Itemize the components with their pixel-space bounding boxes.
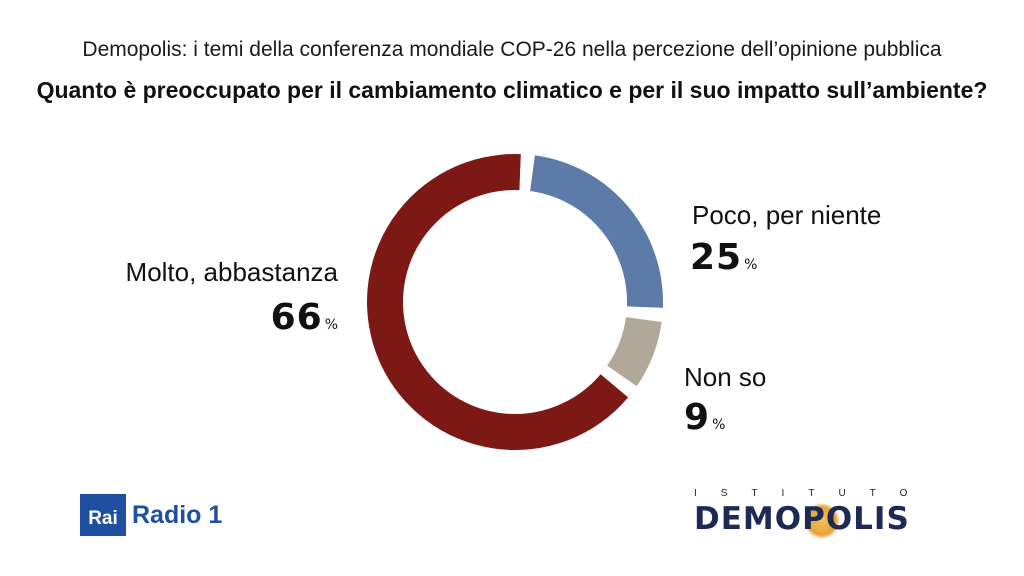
value-non-so-unit: % [712, 417, 726, 433]
value-molto-unit: % [324, 317, 338, 333]
chart-subtitle: Demopolis: i temi della conferenza mondi… [82, 38, 942, 61]
label-non-so: Non so [684, 362, 767, 392]
value-non-so: 9% [684, 397, 725, 438]
value-molto-number: 66 [270, 297, 323, 338]
value-poco-per-niente: 25% [690, 237, 757, 278]
value-poco-unit: % [744, 257, 758, 273]
rai-logo-box: Rai [80, 494, 126, 536]
demopolis-logo: ISTITUTO DEMOPOLIS [694, 488, 944, 539]
donut-slice-1 [607, 317, 662, 387]
label-poco-per-niente: Poco, per niente [692, 200, 882, 230]
donut-slice-2 [367, 153, 629, 450]
rai-radio1-logo: Rai Radio 1 [80, 494, 222, 536]
value-molto-abbastanza: 66% [271, 297, 338, 338]
donut-slice-0 [530, 155, 664, 308]
demopolis-istituto-text: ISTITUTO [694, 488, 932, 499]
value-non-so-number: 9 [684, 397, 711, 438]
value-poco-number: 25 [690, 237, 743, 278]
chart-title: Quanto è preoccupato per il cambiamento … [36, 77, 988, 103]
demopolis-name: DEMOPOLIS [694, 501, 910, 537]
label-molto-abbastanza: Molto, abbastanza [125, 257, 338, 287]
demopolis-name-text: DEMOPOLIS [694, 501, 944, 539]
rai-logo-text: Radio 1 [132, 500, 223, 529]
